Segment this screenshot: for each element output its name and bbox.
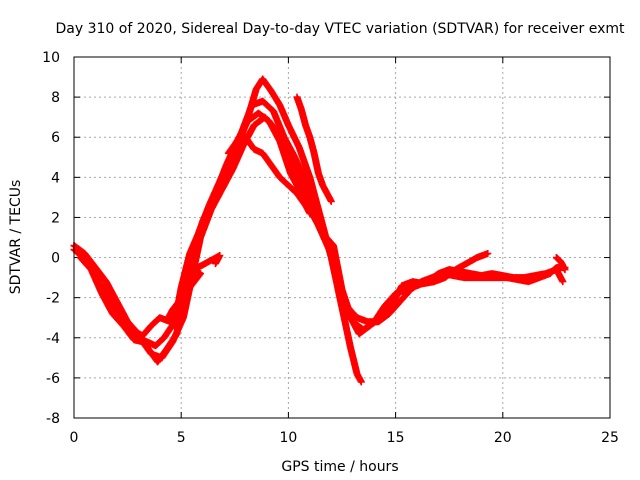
grid <box>74 57 610 418</box>
chart-title: Day 310 of 2020, Sidereal Day-to-day VTE… <box>56 21 626 37</box>
data-point <box>559 278 567 286</box>
y-tick-label: -6 <box>46 371 60 387</box>
y-tick-label: 2 <box>51 210 60 226</box>
data-point <box>484 250 492 258</box>
data-point <box>561 266 569 274</box>
x-tick-label: 10 <box>279 430 297 446</box>
y-tick-label: -2 <box>46 291 60 307</box>
series-track-g <box>164 252 224 322</box>
series-track-e <box>224 133 314 217</box>
x-tick-label: 5 <box>177 430 186 446</box>
series-track-f <box>293 93 335 205</box>
x-tick-label: 20 <box>494 430 512 446</box>
x-tick-label: 15 <box>387 430 405 446</box>
x-tick-label: 0 <box>70 430 79 446</box>
y-axis-label: SDTVAR / TECUs <box>8 180 24 295</box>
x-tick-label: 25 <box>601 430 619 446</box>
y-tick-label: 8 <box>51 90 60 106</box>
data-point <box>357 378 365 386</box>
series-track-h <box>552 254 569 274</box>
y-tick-label: 4 <box>51 170 60 186</box>
plot-area <box>70 75 569 386</box>
data-point <box>164 314 172 322</box>
plot-frame <box>73 56 611 419</box>
y-tick-label: -8 <box>46 411 60 427</box>
y-tick-label: -4 <box>46 331 60 347</box>
x-axis-label: GPS time / hours <box>281 459 398 475</box>
y-tick-label: 10 <box>42 50 60 66</box>
y-tick-label: 0 <box>51 251 60 267</box>
data-point <box>327 197 335 205</box>
y-tick-label: 6 <box>51 130 60 146</box>
data-point <box>306 209 314 217</box>
